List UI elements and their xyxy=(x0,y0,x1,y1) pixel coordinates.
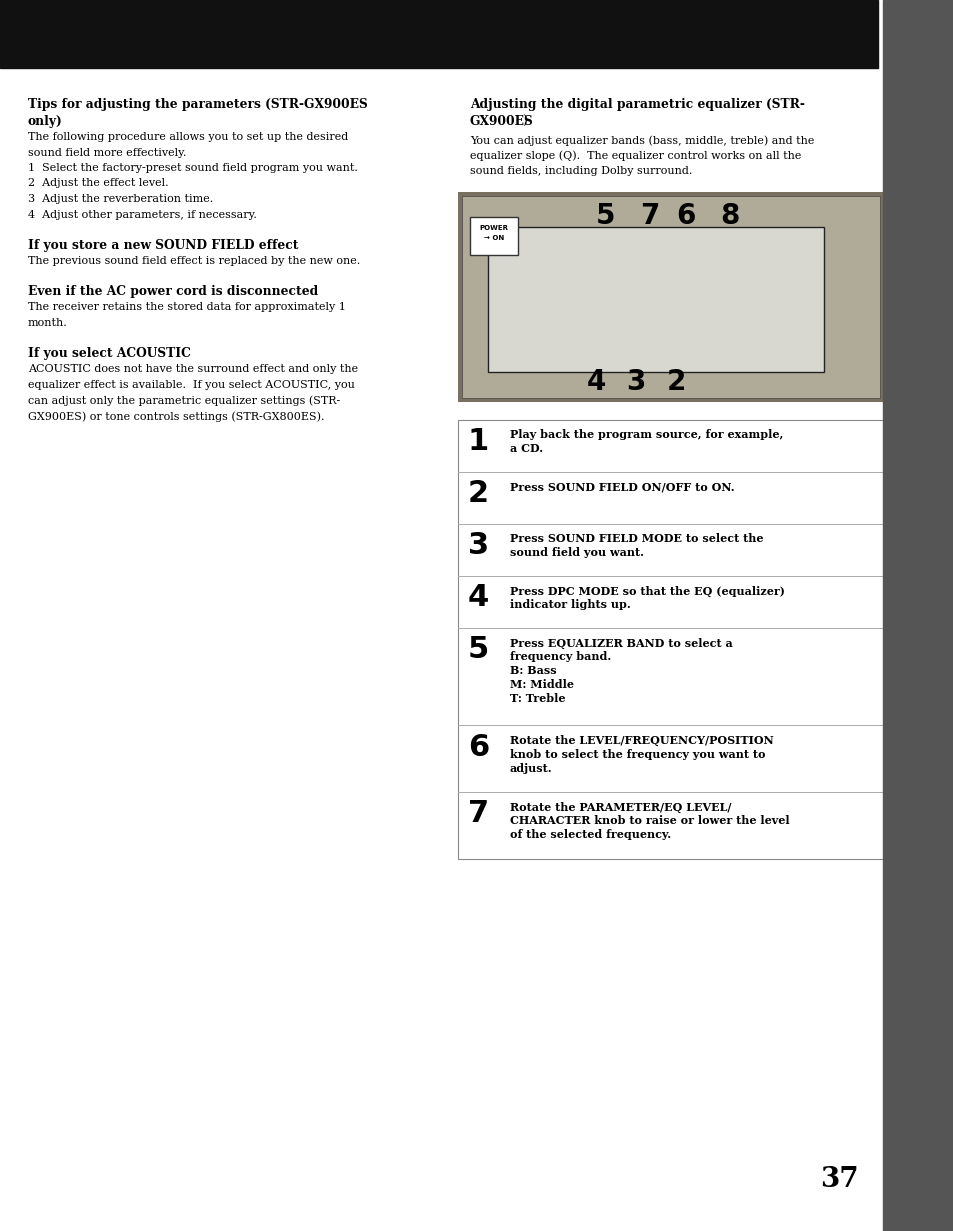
Text: 4: 4 xyxy=(586,368,605,396)
Text: knob to select the frequency you want to: knob to select the frequency you want to xyxy=(510,748,764,760)
Bar xyxy=(457,192,883,401)
Bar xyxy=(461,196,879,398)
Text: The previous sound field effect is replaced by the new one.: The previous sound field effect is repla… xyxy=(28,256,360,266)
Text: adjust.: adjust. xyxy=(510,762,552,773)
Text: 37: 37 xyxy=(820,1166,858,1193)
Text: 4: 4 xyxy=(468,583,489,613)
Text: If you store a new SOUND FIELD effect: If you store a new SOUND FIELD effect xyxy=(28,239,298,252)
Text: The following procedure allows you to set up the desired: The following procedure allows you to se… xyxy=(28,132,348,142)
Text: 3: 3 xyxy=(468,532,489,560)
Text: can adjust only the parametric equalizer settings (STR-: can adjust only the parametric equalizer… xyxy=(28,395,340,406)
Text: Play back the program source, for example,: Play back the program source, for exampl… xyxy=(510,430,782,441)
Text: of the selected frequency.: of the selected frequency. xyxy=(510,830,670,841)
Text: 2: 2 xyxy=(468,480,489,508)
Text: 1  Select the factory-preset sound field program you want.: 1 Select the factory-preset sound field … xyxy=(28,162,357,174)
Text: indicator lights up.: indicator lights up. xyxy=(510,599,630,611)
Text: 1: 1 xyxy=(468,427,489,457)
Text: M: Middle: M: Middle xyxy=(510,680,574,691)
Text: 2  Adjust the effect level.: 2 Adjust the effect level. xyxy=(28,178,169,188)
Text: only): only) xyxy=(28,114,63,128)
Bar xyxy=(882,0,953,1231)
Text: Adjusting the digital parametric equalizer (STR-: Adjusting the digital parametric equaliz… xyxy=(470,98,804,111)
Text: Tips for adjusting the parameters (STR-GX900ES: Tips for adjusting the parameters (STR-G… xyxy=(28,98,367,111)
Text: 5: 5 xyxy=(468,635,489,665)
Text: ACOUSTIC does not have the surround effect and only the: ACOUSTIC does not have the surround effe… xyxy=(28,364,357,374)
Text: Press DPC MODE so that the EQ (equalizer): Press DPC MODE so that the EQ (equalizer… xyxy=(510,586,784,597)
Text: CHARACTER knob to raise or lower the level: CHARACTER knob to raise or lower the lev… xyxy=(510,815,789,826)
Text: Press SOUND FIELD ON/OFF to ON.: Press SOUND FIELD ON/OFF to ON. xyxy=(510,481,734,492)
Text: sound field more effectively.: sound field more effectively. xyxy=(28,148,186,158)
Text: frequency band.: frequency band. xyxy=(510,651,611,662)
Text: 3  Adjust the reverberation time.: 3 Adjust the reverberation time. xyxy=(28,194,213,204)
Text: 6: 6 xyxy=(676,202,695,229)
Text: 6: 6 xyxy=(468,732,489,762)
Text: Even if the AC power cord is disconnected: Even if the AC power cord is disconnecte… xyxy=(28,286,318,298)
Text: 7: 7 xyxy=(468,799,489,828)
Text: GX900ES) or tone controls settings (STR-GX800ES).: GX900ES) or tone controls settings (STR-… xyxy=(28,411,324,421)
Text: Press SOUND FIELD MODE to select the: Press SOUND FIELD MODE to select the xyxy=(510,533,762,544)
Text: 8: 8 xyxy=(720,202,739,229)
Text: a CD.: a CD. xyxy=(510,443,542,454)
Text: ): ) xyxy=(521,114,526,128)
Text: T: Treble: T: Treble xyxy=(510,693,565,704)
Text: equalizer slope (Q).  The equalizer control works on all the: equalizer slope (Q). The equalizer contr… xyxy=(470,150,801,161)
Bar xyxy=(0,0,877,68)
Text: Press EQUALIZER BAND to select a: Press EQUALIZER BAND to select a xyxy=(510,638,732,649)
Text: If you select ACOUSTIC: If you select ACOUSTIC xyxy=(28,347,191,361)
Text: sound fields, including Dolby surround.: sound fields, including Dolby surround. xyxy=(470,166,692,176)
Text: 5: 5 xyxy=(596,202,615,229)
Text: GX900ES: GX900ES xyxy=(470,114,533,128)
Text: Rotate the LEVEL/FREQUENCY/POSITION: Rotate the LEVEL/FREQUENCY/POSITION xyxy=(510,735,773,746)
Bar xyxy=(488,227,823,372)
Text: → ON: → ON xyxy=(483,234,503,240)
Text: sound field you want.: sound field you want. xyxy=(510,548,643,559)
Text: You can adjust equalizer bands (bass, middle, treble) and the: You can adjust equalizer bands (bass, mi… xyxy=(470,135,814,145)
Text: 4  Adjust other parameters, if necessary.: 4 Adjust other parameters, if necessary. xyxy=(28,209,256,219)
Text: POWER: POWER xyxy=(479,224,508,230)
Text: 2: 2 xyxy=(665,368,685,396)
Bar xyxy=(470,217,517,255)
Text: B: Bass: B: Bass xyxy=(510,666,556,677)
Text: 7: 7 xyxy=(639,202,659,229)
Text: month.: month. xyxy=(28,318,68,327)
Text: equalizer effect is available.  If you select ACOUSTIC, you: equalizer effect is available. If you se… xyxy=(28,380,355,390)
Text: The receiver retains the stored data for approximately 1: The receiver retains the stored data for… xyxy=(28,303,346,313)
Bar xyxy=(457,420,883,858)
Text: Rotate the PARAMETER/EQ LEVEL/: Rotate the PARAMETER/EQ LEVEL/ xyxy=(510,801,731,812)
Text: 3: 3 xyxy=(626,368,645,396)
